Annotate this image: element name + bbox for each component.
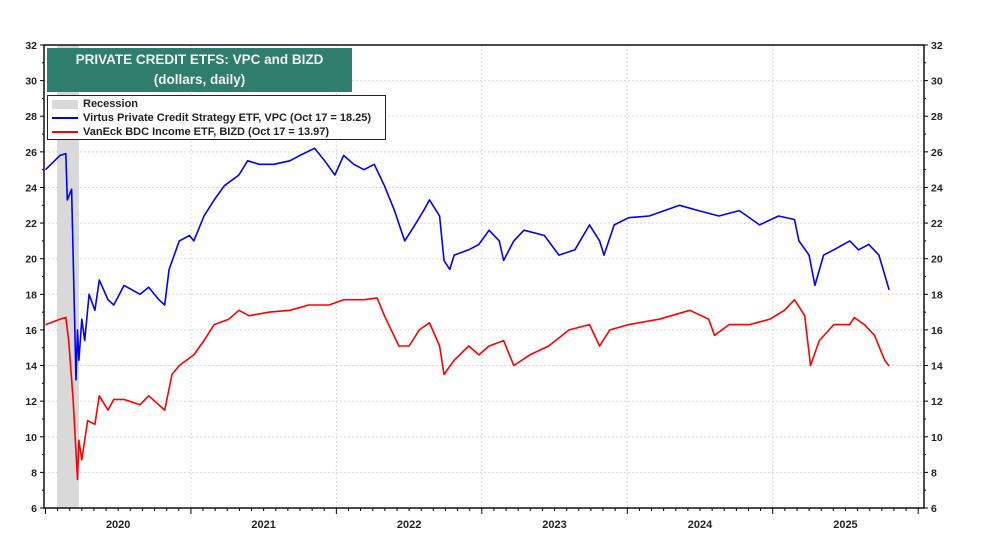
y-tick-label-right: 26 (931, 147, 943, 159)
legend-swatch-vpc (52, 117, 78, 119)
y-tick-label-left: 18 (25, 289, 37, 301)
y-tick-label-right: 32 (931, 40, 943, 52)
x-tick-label: 2023 (542, 519, 566, 531)
series-line-vpc (44, 147, 890, 381)
legend-item-bizd: VanEck BDC Income ETF, BIZD (Oct 17 = 13… (52, 125, 381, 139)
y-tick-label-right: 22 (931, 218, 943, 230)
y-tick-label-right: 20 (931, 254, 943, 266)
y-tick-label-right: 8 (931, 467, 937, 479)
y-tick-label-left: 24 (25, 182, 37, 194)
legend-label: Virtus Private Credit Strategy ETF, VPC … (83, 112, 372, 124)
y-tick-label-left: 16 (25, 325, 37, 337)
y-tick-label-left: 6 (31, 503, 37, 515)
y-tick-label-left: 26 (25, 147, 37, 159)
legend-item-vpc: Virtus Private Credit Strategy ETF, VPC … (52, 111, 381, 125)
legend-label: Recession (83, 98, 139, 110)
x-tick-label: 2020 (106, 519, 130, 531)
chart-subtitle: (dollars, daily) (153, 72, 246, 87)
series-line-bizd (45, 297, 890, 481)
y-tick-label-right: 16 (931, 325, 943, 337)
y-tick-label-right: 12 (931, 396, 943, 408)
y-tick-label-left: 22 (25, 218, 37, 230)
y-tick-label-right: 18 (931, 289, 943, 301)
legend-label: VanEck BDC Income ETF, BIZD (Oct 17 = 13… (83, 126, 330, 138)
y-tick-label-left: 8 (31, 467, 37, 479)
y-tick-label-right: 24 (931, 182, 943, 194)
y-tick-label-left: 10 (25, 432, 37, 444)
x-tick-label: 2024 (688, 519, 713, 531)
y-tick-label-left: 12 (25, 396, 37, 408)
y-tick-label-right: 10 (931, 432, 943, 444)
y-tick-label-right: 30 (931, 76, 943, 88)
y-tick-label-left: 28 (25, 111, 37, 123)
y-tick-label-left: 30 (25, 76, 37, 88)
y-tick-label-right: 28 (931, 111, 943, 123)
chart-title-box: PRIVATE CREDIT ETFS: VPC and BIZD (dolla… (47, 48, 352, 92)
y-tick-label-right: 14 (931, 361, 943, 373)
y-tick-label-left: 32 (25, 40, 37, 52)
recession-shading (57, 45, 79, 508)
plot-frame (43, 44, 925, 509)
legend-swatch-bizd (52, 131, 78, 133)
legend-item-recession: Recession (52, 97, 381, 111)
x-tick-label: 2025 (833, 519, 857, 531)
y-tick-label-left: 14 (25, 361, 37, 373)
legend: Recession Virtus Private Credit Strategy… (47, 95, 386, 140)
chart-title: PRIVATE CREDIT ETFS: VPC and BIZD (75, 52, 324, 67)
x-tick-label: 2021 (251, 519, 275, 531)
legend-swatch-recession (52, 99, 78, 109)
x-tick-label: 2022 (397, 519, 421, 531)
y-tick-label-left: 20 (25, 254, 37, 266)
y-tick-label-right: 6 (931, 503, 937, 515)
